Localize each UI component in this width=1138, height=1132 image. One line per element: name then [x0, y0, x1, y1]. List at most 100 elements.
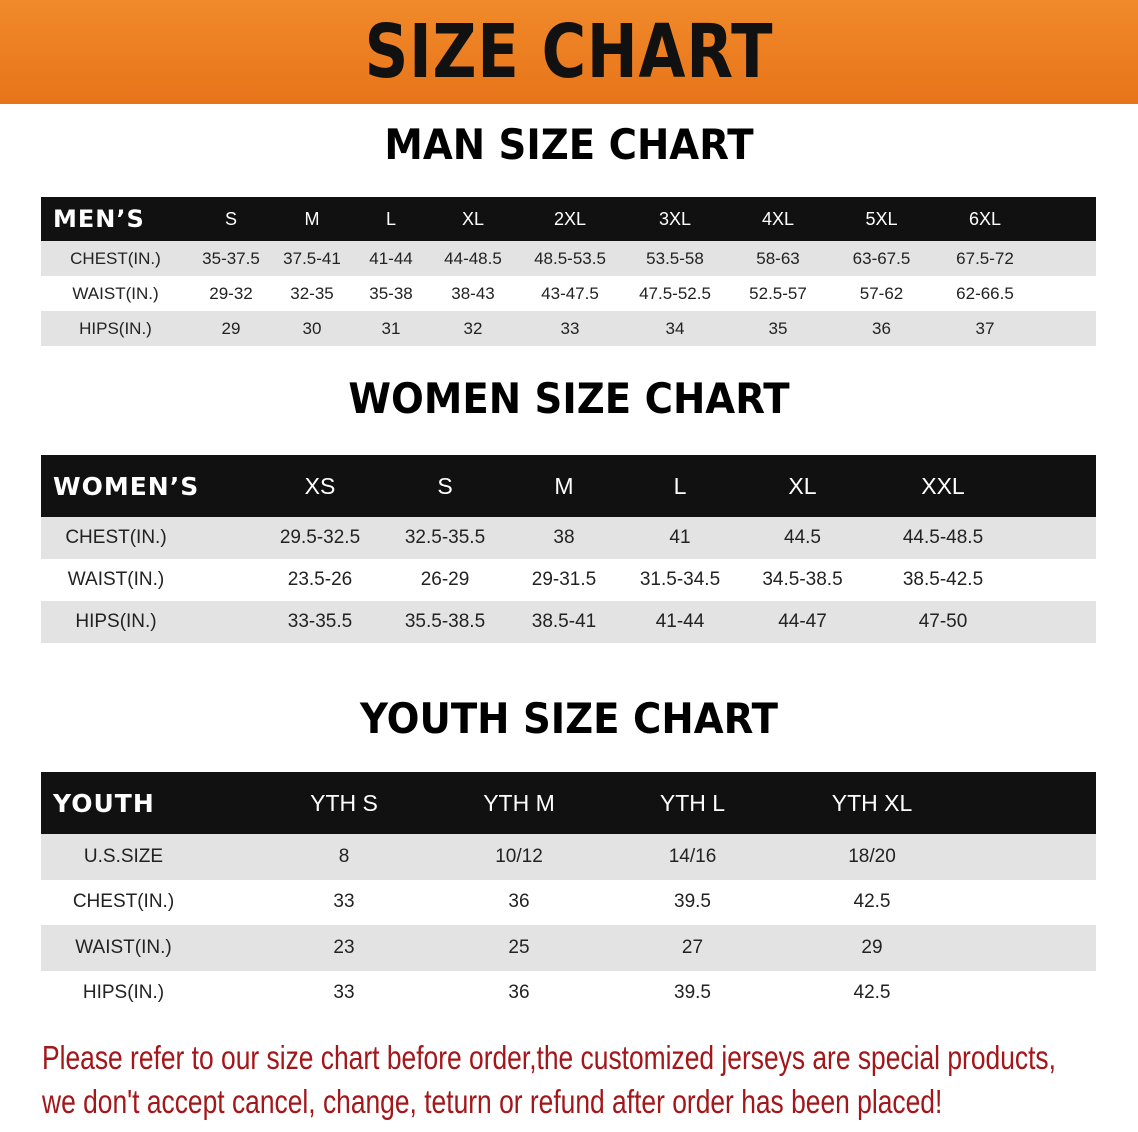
table-cell: 41 [669, 527, 691, 548]
table-cell: 63-67.5 [852, 248, 911, 268]
table-cell: 29 [221, 318, 241, 338]
table-cell: 34.5-38.5 [762, 569, 843, 590]
table-row: WAIST(IN.) 23 25 27 29 [41, 925, 1096, 971]
table-cell: 57-62 [859, 283, 904, 303]
row-label: HIPS(IN.) [75, 611, 157, 632]
size-header: M [554, 472, 574, 499]
table-cell: 33 [560, 318, 580, 338]
row-label: WAIST(IN.) [67, 569, 165, 590]
table-row: CHEST(IN.) 35-37.5 37.5-41 41-44 44-48.5 48.5… [41, 241, 1096, 276]
table-cell: 42.5 [853, 982, 891, 1004]
table-cell: 62-66.5 [956, 283, 1014, 303]
table-row: HIPS(IN.) 29 30 31 32 33 34 35 36 37 [41, 311, 1096, 346]
size-header: XS [304, 472, 336, 499]
table-cell: 52.5-57 [749, 283, 807, 303]
table-cell: 31 [381, 318, 401, 338]
order-note-line-1: Please refer to our size chart before or… [42, 1039, 1056, 1076]
size-header: XL [788, 472, 817, 499]
table-cell: 14/16 [668, 845, 717, 867]
table-cell: 32 [463, 318, 483, 338]
table-cell: 37.5-41 [283, 248, 341, 268]
table-cell: 47-50 [918, 611, 968, 632]
size-header: M [304, 208, 320, 229]
table-cell: 33 [333, 982, 355, 1004]
table-cell: 33 [333, 891, 355, 913]
table-cell: 35 [768, 318, 788, 338]
row-label: CHEST(IN.) [65, 527, 167, 548]
size-header: YTH M [483, 789, 555, 816]
table-cell: 35-37.5 [202, 248, 260, 268]
size-header: 6XL [968, 208, 1002, 229]
women-size-table: WOMEN’S XS S M L XL XXL CHEST(IN.) 29.5-32.5 32.5… [41, 455, 1096, 643]
order-note-line-2: we don't accept cancel, change, teturn o… [42, 1083, 943, 1120]
table-row: HIPS(IN.) 33 36 39.5 42.5 [41, 970, 1096, 1016]
table-cell: 42.5 [853, 891, 891, 913]
table-cell: 38 [553, 527, 575, 548]
table-cell: 38-43 [451, 283, 495, 303]
table-row: CHEST(IN.) 29.5-32.5 32.5-35.5 38 41 44.5 44.5… [41, 517, 1096, 559]
youth-section-title: YOUTH SIZE CHART [359, 694, 779, 743]
table-cell: 36 [508, 891, 530, 913]
table-cell: 67.5-72 [956, 248, 1014, 268]
header-label: WOMEN’S [53, 471, 200, 501]
table-row: HIPS(IN.) 33-35.5 35.5-38.5 38.5-41 41-44 44-… [41, 601, 1096, 643]
row-label: CHEST(IN.) [72, 891, 175, 913]
table-cell: 34 [665, 318, 685, 338]
table-cell: 18/20 [848, 845, 896, 867]
table-cell: 39.5 [674, 982, 711, 1004]
header-label: MEN’S [53, 205, 145, 233]
row-label: HIPS(IN.) [82, 982, 165, 1004]
page-title: SIZE CHART [364, 9, 774, 95]
table-cell: 27 [681, 936, 704, 958]
size-header: YTH XL [831, 789, 913, 816]
row-label: WAIST(IN.) [72, 283, 159, 303]
row-label: WAIST(IN.) [75, 936, 172, 958]
table-cell: 37 [975, 318, 995, 338]
size-header: S [224, 208, 237, 229]
table-cell: 48.5-53.5 [534, 248, 606, 268]
title-banner: SIZE CHART [0, 0, 1138, 104]
size-header: 5XL [865, 208, 898, 229]
size-header: YTH S [310, 789, 378, 816]
table-cell: 32.5-35.5 [404, 527, 486, 548]
men-section-title: MAN SIZE CHART [384, 120, 754, 169]
table-cell: 41-44 [655, 611, 705, 632]
table-cell: 38.5-42.5 [902, 569, 984, 590]
table-cell: 8 [338, 845, 350, 867]
table-cell: 30 [302, 318, 322, 338]
table-cell: 29.5-32.5 [279, 527, 361, 548]
row-label: HIPS(IN.) [79, 318, 152, 338]
size-header: L [385, 208, 396, 229]
size-header: 4XL [761, 208, 795, 229]
table-cell: 47.5-52.5 [639, 283, 711, 303]
size-header: 3XL [658, 208, 692, 229]
table-cell: 44.5 [784, 527, 821, 548]
table-row: CHEST(IN.) 33 36 39.5 42.5 [41, 879, 1096, 925]
youth-size-table: YOUTH YTH S YTH M YTH L YTH XL U.S.SIZE 8 10/12… [41, 772, 1096, 1016]
table-cell: 31.5-34.5 [639, 569, 721, 590]
table-cell: 23 [333, 936, 355, 958]
table-header-row: WOMEN’S XS S M L XL XXL [41, 455, 1096, 517]
table-cell: 38.5-41 [531, 611, 597, 632]
size-header: L [673, 472, 687, 499]
table-cell: 35-38 [369, 283, 413, 303]
table-cell: 58-63 [756, 248, 800, 268]
table-cell: 32-35 [290, 283, 334, 303]
table-row: WAIST(IN.) 23.5-26 26-29 29-31.5 31.5-34.5 34… [41, 559, 1096, 601]
table-row: WAIST(IN.) 29-32 32-35 35-38 38-43 43-47.5 47.… [41, 276, 1096, 311]
table-cell: 36 [508, 982, 530, 1004]
table-cell: 44-48.5 [444, 248, 502, 268]
table-cell: 43-47.5 [541, 283, 599, 303]
table-row: U.S.SIZE 8 10/12 14/16 18/20 [41, 834, 1096, 880]
size-header: XL [461, 208, 485, 229]
table-cell: 33-35.5 [287, 611, 353, 632]
size-header: S [437, 472, 453, 499]
table-cell: 41-44 [369, 248, 413, 268]
men-size-table: MEN’S S M L XL 2XL 3XL 4XL 5XL 6XL CHEST(IN.) 35-37… [41, 197, 1096, 346]
women-section-title: WOMEN SIZE CHART [348, 374, 790, 423]
table-cell: 29-32 [209, 283, 253, 303]
table-cell: 10/12 [495, 845, 543, 867]
size-header: XXL [921, 472, 965, 499]
table-cell: 29 [861, 936, 883, 958]
table-cell: 53.5-58 [646, 248, 704, 268]
